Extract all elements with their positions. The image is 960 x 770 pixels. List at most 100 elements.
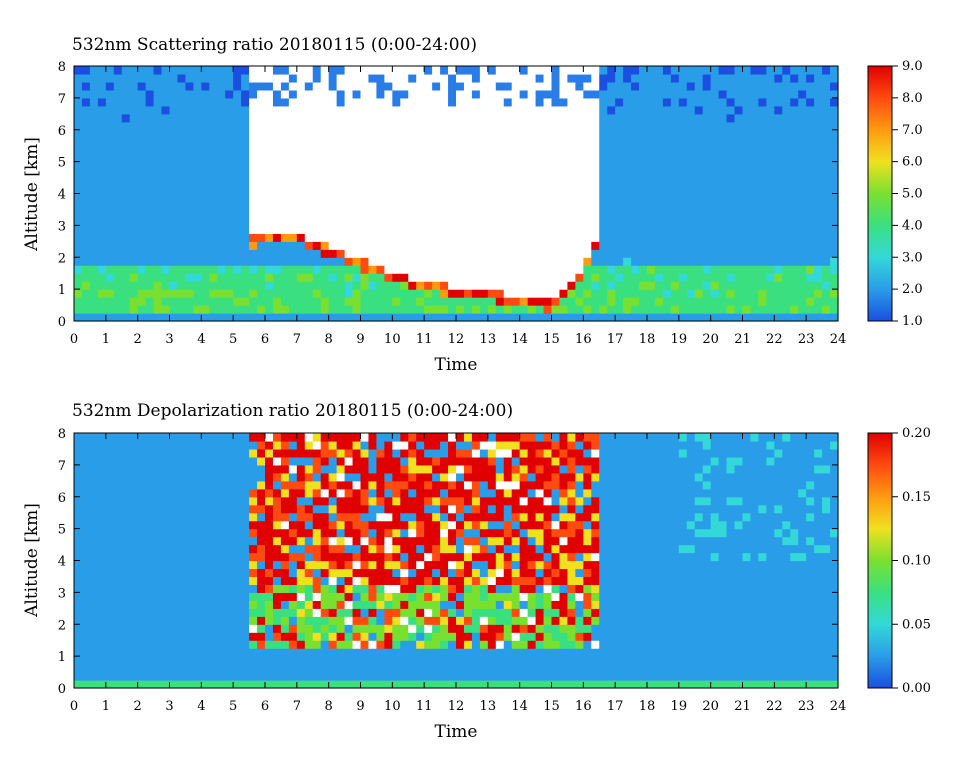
heatmap-cell [233, 209, 242, 219]
heatmap-cell [416, 153, 425, 163]
heatmap-cell [344, 233, 354, 242]
heatmap-cell [607, 201, 616, 211]
heatmap-cell [400, 568, 409, 578]
heatmap-cell [304, 672, 314, 681]
heatmap-cell [511, 496, 521, 506]
heatmap-cell [217, 97, 226, 107]
heatmap-cell [424, 177, 433, 187]
heatmap-cell [456, 105, 465, 115]
heatmap-cell [527, 281, 537, 290]
heatmap-cell [368, 568, 378, 578]
heatmap-cell [758, 81, 767, 91]
heatmap-cell [312, 560, 322, 570]
heatmap-cell [551, 257, 561, 266]
heatmap-cell [543, 217, 553, 226]
heatmap-cell [766, 217, 775, 226]
heatmap-cell [463, 680, 473, 689]
heatmap-cell [249, 66, 258, 75]
heatmap-cell [328, 648, 338, 657]
heatmap-cell [89, 81, 99, 91]
heatmap-cell [336, 161, 346, 171]
heatmap-cell [551, 289, 561, 298]
heatmap-cell [726, 81, 736, 91]
heatmap-cell [448, 313, 457, 322]
heatmap-cell [217, 249, 226, 258]
heatmap-cell [814, 249, 823, 258]
heatmap-cell [694, 121, 704, 131]
heatmap-cell [750, 97, 760, 107]
heatmap-cell [384, 608, 393, 617]
heatmap-cell [463, 608, 473, 617]
heatmap-cell [288, 153, 298, 163]
heatmap-cell [408, 169, 417, 179]
heatmap-cell [368, 433, 378, 442]
heatmap-cell [169, 648, 179, 657]
heatmap-cell [304, 297, 314, 306]
heatmap-cell [416, 656, 425, 665]
heatmap-cell [89, 153, 99, 163]
heatmap-cell [89, 672, 99, 681]
heatmap-cell [654, 257, 664, 266]
heatmap-cell [814, 97, 823, 107]
heatmap-cell [432, 257, 441, 266]
heatmap-cell [217, 313, 226, 322]
heatmap-cell [400, 472, 409, 482]
heatmap-cell [456, 648, 465, 657]
heatmap-cell [511, 249, 521, 258]
heatmap-cell [408, 145, 417, 155]
heatmap-cell [599, 153, 608, 163]
heatmap-cell [97, 193, 107, 203]
heatmap-cell [527, 169, 537, 179]
heatmap-cell [81, 97, 91, 107]
heatmap-cell [559, 153, 569, 163]
heatmap-cell [352, 209, 362, 219]
heatmap-cell [519, 89, 529, 99]
heatmap-cell [177, 656, 187, 665]
heatmap-cell [718, 161, 728, 171]
heatmap-cell [822, 297, 831, 306]
heatmap-cell [376, 520, 385, 530]
heatmap-cell [822, 66, 831, 75]
heatmap-cell [288, 608, 298, 617]
heatmap-cell [296, 440, 306, 450]
heatmap-cell [471, 664, 481, 673]
heatmap-cell [766, 81, 775, 91]
heatmap-cell [368, 496, 378, 506]
heatmap-cell [137, 305, 147, 314]
heatmap-cell [623, 209, 632, 219]
heatmap-cell [742, 89, 752, 99]
heatmap-cell [384, 520, 393, 530]
heatmap-cell [384, 273, 393, 282]
heatmap-cell [288, 193, 298, 203]
heatmap-cell [710, 177, 720, 187]
heatmap-cell [495, 664, 505, 673]
heatmap-cell [105, 89, 115, 99]
heatmap-cell [241, 145, 250, 155]
heatmap-cell [479, 313, 489, 322]
heatmap-cell [265, 592, 274, 601]
heatmap-cell [177, 512, 187, 522]
heatmap-cell [201, 433, 210, 442]
heatmap-cell [750, 297, 760, 306]
heatmap-cell [591, 145, 600, 155]
heatmap-cell [360, 161, 370, 171]
heatmap-cell [241, 672, 250, 681]
heatmap-cell [233, 608, 242, 617]
heatmap-cell [631, 169, 640, 179]
heatmap-cell [432, 137, 441, 147]
heatmap-cell [241, 105, 250, 115]
heatmap-cell [105, 97, 115, 107]
heatmap-cell [463, 153, 473, 163]
heatmap-cell [217, 66, 226, 75]
heatmap-cell [74, 448, 83, 458]
heatmap-cell [89, 664, 99, 673]
heatmap-cell [694, 193, 704, 203]
heatmap-cell [209, 616, 218, 625]
x-tick-label: 14 [511, 332, 528, 347]
heatmap-cell [527, 113, 537, 123]
heatmap-cell [456, 185, 465, 195]
heatmap-cell [352, 297, 362, 306]
heatmap-cell [209, 209, 218, 219]
heatmap-cell [503, 289, 513, 298]
heatmap-cell [678, 137, 688, 147]
